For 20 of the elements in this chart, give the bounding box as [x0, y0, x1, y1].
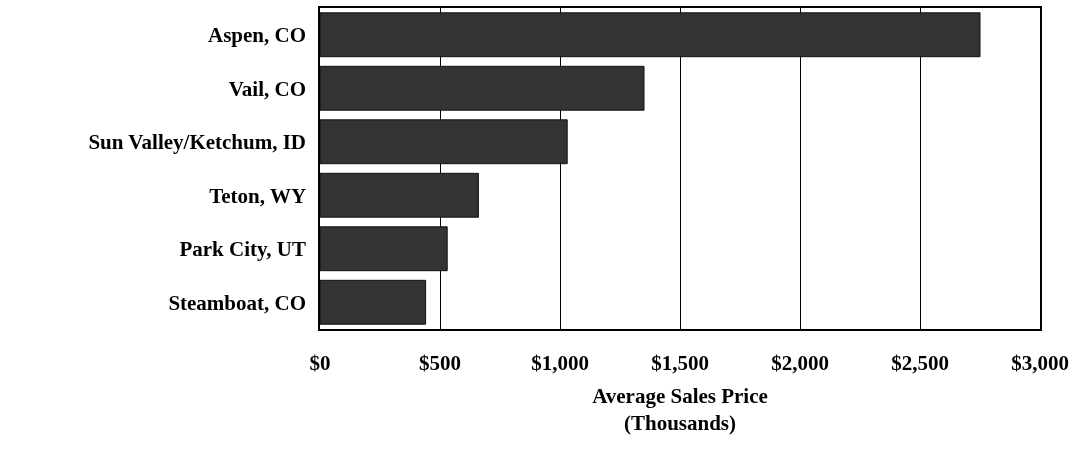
y-tick-label: Steamboat, CO	[168, 290, 307, 315]
x-tick-label: $2,500	[891, 350, 949, 375]
bar	[320, 119, 568, 165]
x-tick-label: $1,000	[531, 350, 589, 375]
y-tick-label: Park City, UT	[179, 237, 307, 262]
y-tick-label: Aspen, CO	[208, 23, 307, 48]
bar	[320, 226, 448, 272]
bar	[320, 12, 981, 58]
x-axis-title: Average Sales Price (Thousands)	[592, 383, 768, 435]
bar	[320, 172, 479, 218]
y-tick-label: Vail, CO	[228, 76, 307, 101]
x-tick-label: $500	[419, 350, 461, 375]
bar	[320, 279, 427, 325]
x-tick-label: $0	[309, 350, 331, 375]
x-tick-label: $2,000	[771, 350, 829, 375]
y-tick-label: Teton, WY	[209, 183, 307, 208]
y-tick-label: Sun Valley/Ketchum, ID	[88, 130, 307, 155]
bar	[320, 65, 645, 111]
x-tick-label: $1,500	[651, 350, 709, 375]
x-tick-label: $3,000	[1011, 350, 1069, 375]
